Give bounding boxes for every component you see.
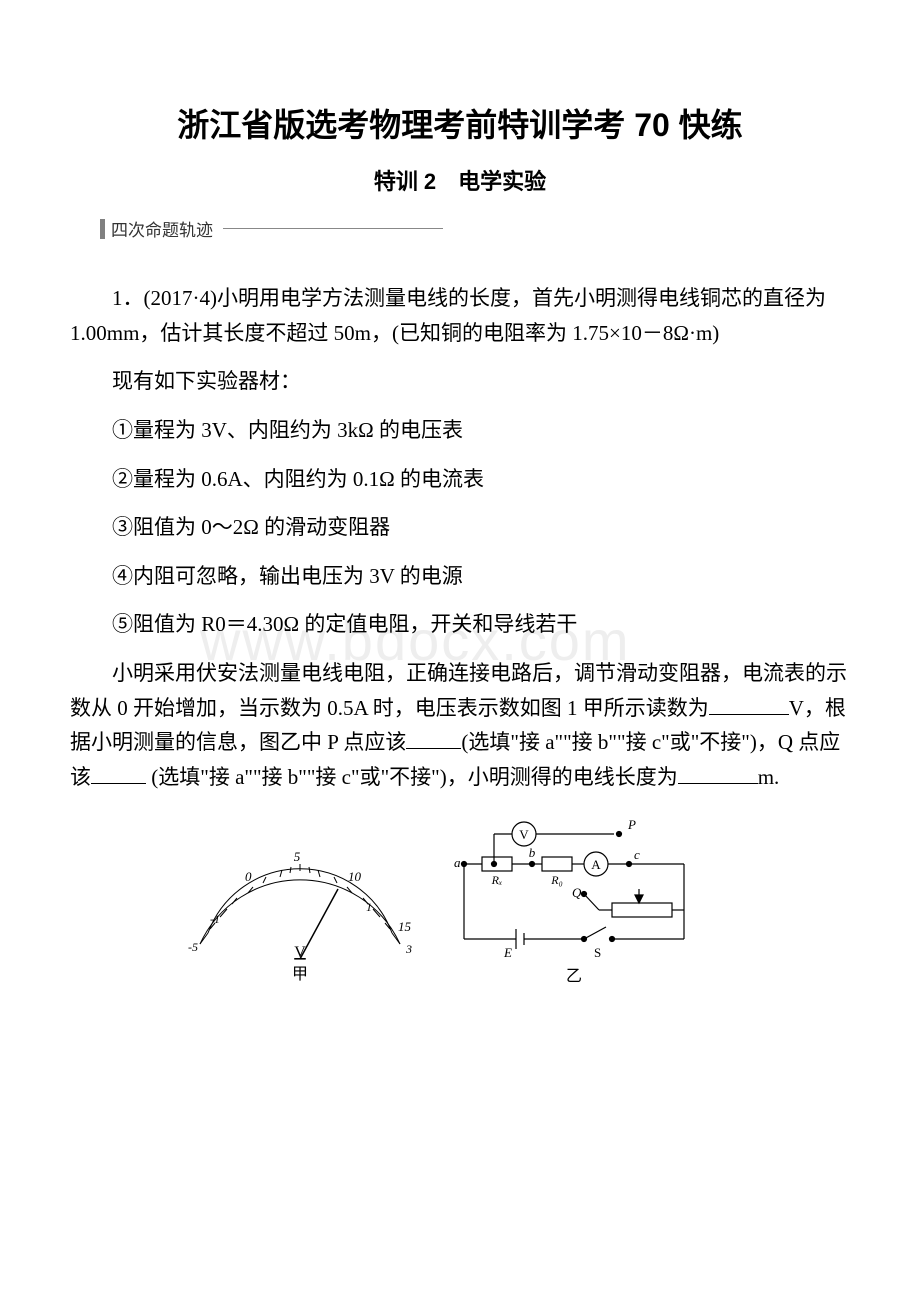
meter-minor-neg5: -5 [188, 940, 198, 954]
q1-item-1: ①量程为 3V、内阻约为 3kΩ 的电压表 [70, 413, 850, 448]
circuit-label-s: S [594, 945, 601, 960]
meter-tick-0: 0 [245, 869, 252, 884]
page-subtitle: 特训 2 电学实验 [70, 164, 850, 196]
blank-length[interactable] [678, 762, 758, 784]
q1-body: 小明采用伏安法测量电线电阻，正确连接电路后，调节滑动变阻器，电流表的示数从 0 … [70, 656, 850, 795]
meter-tick-10: 10 [348, 869, 362, 884]
circuit-label-r0: R₀ [550, 873, 563, 887]
blank-voltage[interactable] [709, 693, 789, 715]
q1-item-5: ⑤阻值为 R0＝4.30Ω 的定值电阻，开关和导线若干 [70, 607, 850, 642]
circuit-caption: 乙 [566, 968, 582, 985]
page-title: 浙江省版选考物理考前特训学考 70 快练 [70, 100, 850, 146]
meter-tick-15: 15 [398, 919, 412, 934]
circuit-label-rx: Rₓ [491, 873, 503, 887]
meter-tick-5: 5 [294, 849, 301, 864]
section-bar-icon [100, 219, 105, 239]
figure-block: 0 5 10 15 -5 -1 1 3 V 甲 [170, 809, 850, 994]
meter-minor-neg1: -1 [210, 912, 220, 926]
q1-stem: 1．(2017·4)小明用电学方法测量电线的长度，首先小明测得电线铜芯的直径为 … [70, 281, 850, 350]
section-header-line [223, 228, 443, 229]
q1-body-text-5: m. [758, 765, 780, 789]
circuit-label-c-node: c [634, 847, 640, 862]
section-header-label: 四次命题轨迹 [111, 216, 213, 241]
section-header: 四次命题轨迹 [100, 216, 850, 241]
circuit-label-e: E [503, 945, 512, 960]
meter-unit-label: V [294, 944, 306, 961]
circuit-figure: V A P a b c Rₓ R₀ Q E S 乙 [434, 809, 714, 989]
voltmeter-figure: 0 5 10 15 -5 -1 1 3 V 甲 [170, 849, 430, 989]
circuit-label-a-node: a [454, 855, 461, 870]
meter-minor-1: 1 [366, 900, 372, 914]
meter-minor-3: 3 [405, 942, 412, 956]
q1-item-3: ③阻值为 0～2Ω 的滑动变阻器 [70, 510, 850, 545]
q1-intro: 现有如下实验器材： [70, 364, 850, 399]
meter-caption: 甲 [292, 966, 308, 983]
circuit-label-p: P [627, 817, 636, 832]
circuit-label-b-node: b [529, 845, 536, 860]
blank-q-point[interactable] [91, 762, 146, 784]
circuit-label-v: V [519, 827, 529, 842]
circuit-label-a: A [591, 857, 601, 872]
q1-item-4: ④内阻可忽略，输出电压为 3V 的电源 [70, 559, 850, 594]
q1-body-text-4: (选填"接 a""接 b""接 c"或"不接")，小明测得的电线长度为 [146, 765, 678, 789]
circuit-label-q: Q [572, 885, 582, 900]
blank-p-point[interactable] [406, 727, 461, 749]
q1-item-2: ②量程为 0.6A、内阻约为 0.1Ω 的电流表 [70, 462, 850, 497]
